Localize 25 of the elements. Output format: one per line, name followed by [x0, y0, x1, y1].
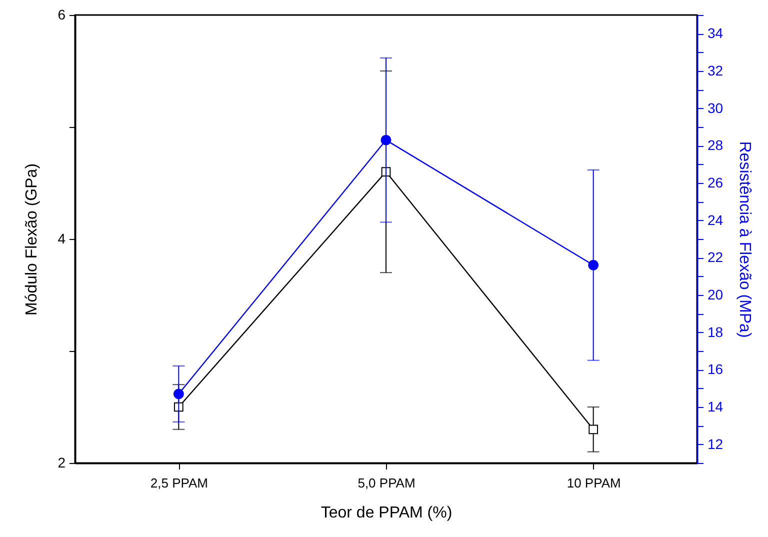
y2-tick-label: 12 [708, 436, 724, 452]
y2-axis-title: Resistência à Flexão (MPa) [736, 141, 754, 338]
y2-tick-label: 22 [708, 249, 724, 266]
point [588, 260, 599, 270]
point [173, 388, 184, 400]
y-tick-label: 4 [58, 230, 66, 246]
y2-tick-label: 26 [708, 174, 724, 190]
y2-tick-label: 34 [708, 25, 724, 42]
y-tick-label: 6 [58, 6, 66, 22]
y2-tick-label: 24 [708, 212, 724, 228]
y2-tick-label: 28 [708, 137, 724, 154]
y-axis-title: Módulo Flexão (GPa) [24, 163, 41, 316]
x-axis-title: Teor de PPAM (%) [320, 504, 452, 522]
x-tick-label: 10 PPAM [566, 476, 621, 490]
point [588, 424, 598, 434]
y2-tick-label: 30 [708, 100, 724, 116]
y2-tick-label: 14 [708, 398, 724, 414]
y2-tick-label: 20 [708, 286, 724, 302]
y2-tick-label: 16 [708, 361, 724, 378]
x-tick-label: 2,5 PPAM [150, 476, 208, 490]
y2-tick-label: 18 [708, 324, 724, 340]
y-tick-label: 2 [58, 454, 66, 470]
point [380, 134, 392, 146]
y2-tick-label: 32 [708, 62, 724, 78]
x-tick-label: 5,0 PPAM [358, 476, 416, 490]
